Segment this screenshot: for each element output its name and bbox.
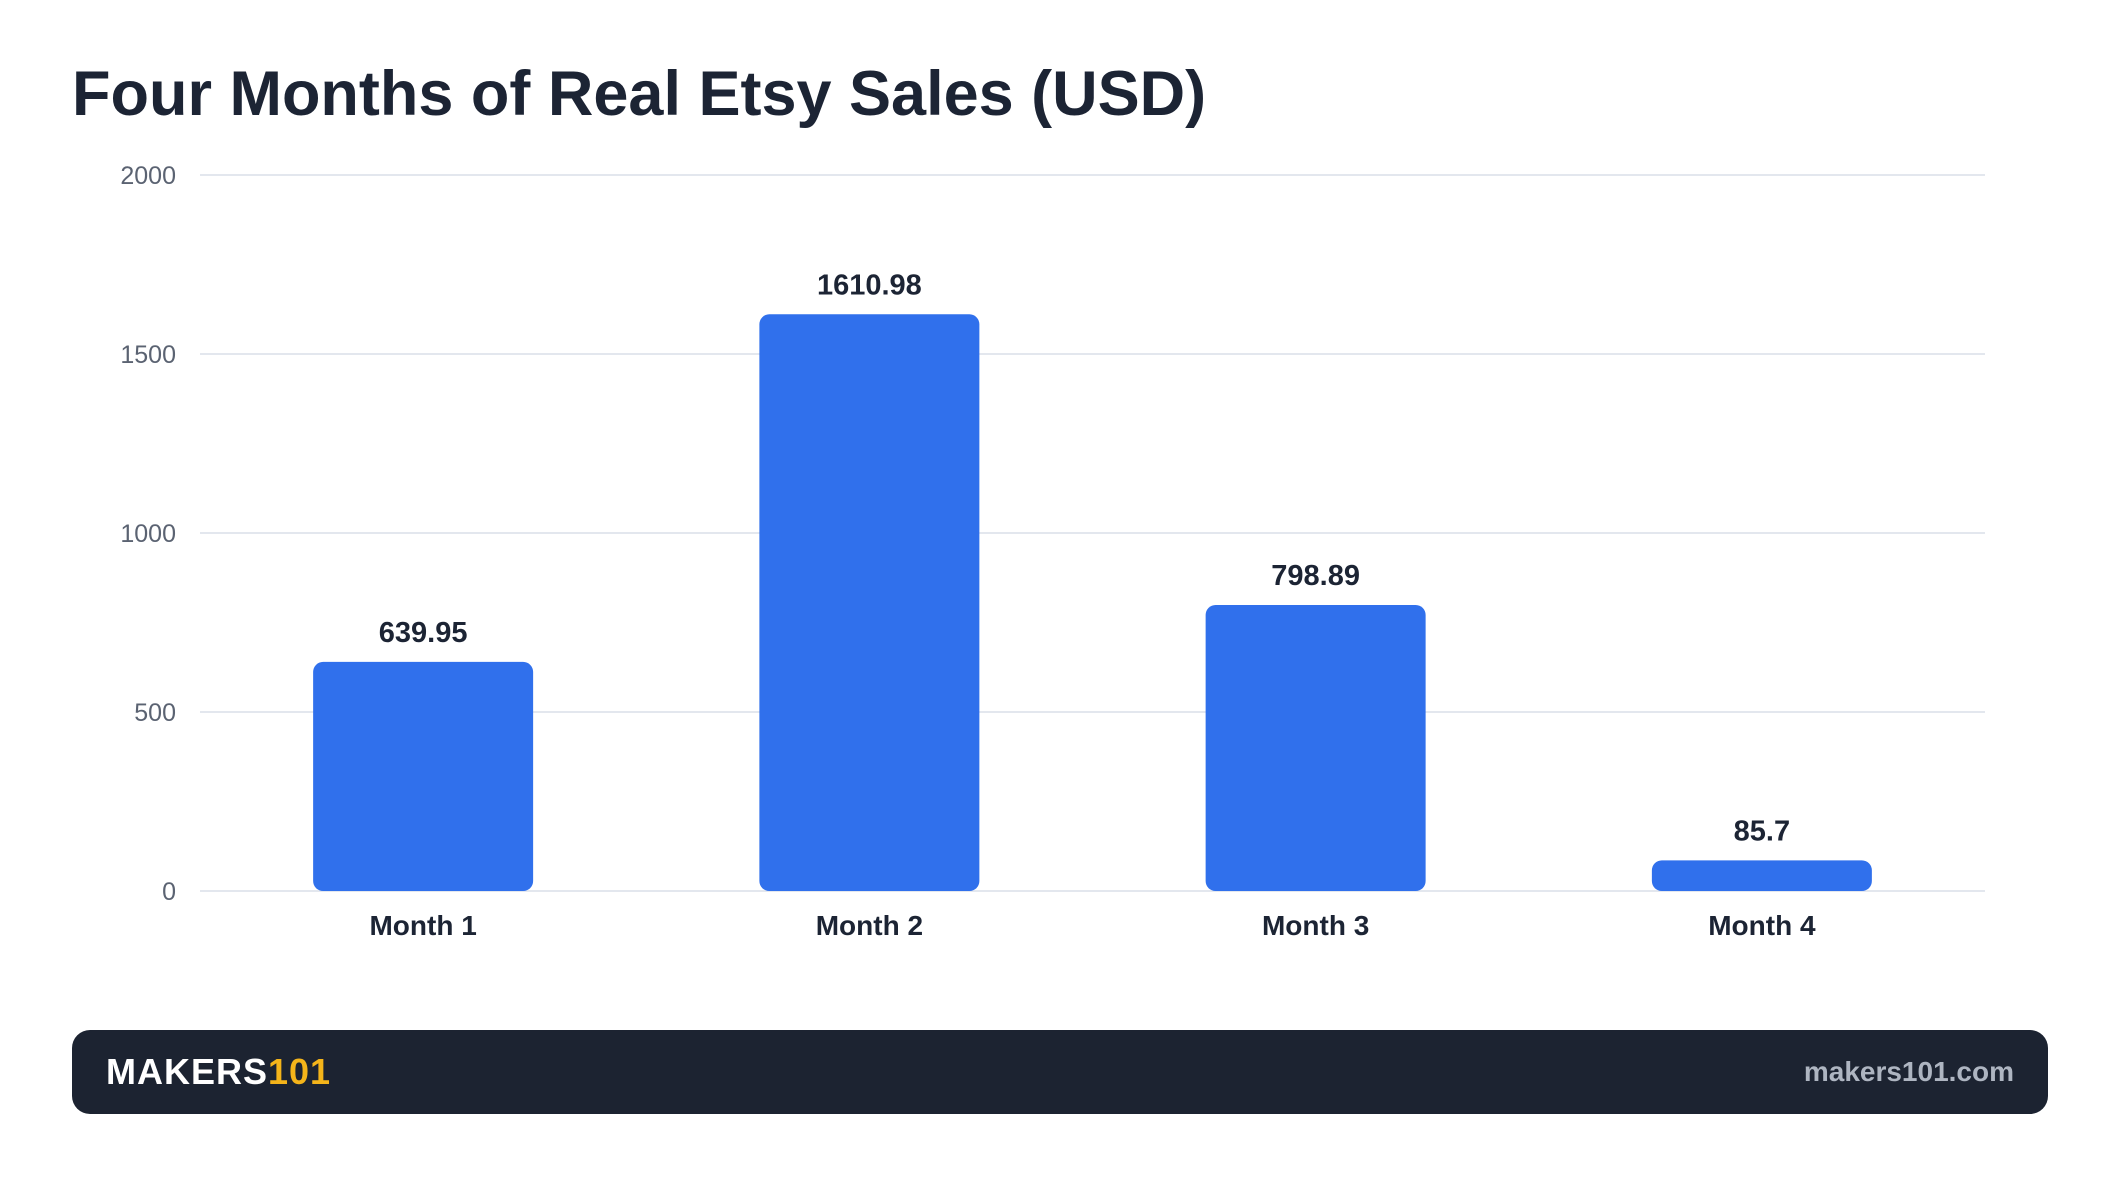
value-label: 1610.98 — [817, 269, 922, 301]
y-axis-ticks: 0 500 1000 1500 2000 — [120, 162, 176, 906]
brand-name: MAKERS — [106, 1051, 269, 1092]
x-tick-label: Month 3 — [1262, 910, 1369, 941]
value-labels: 639.95 1610.98 798.89 85.7 — [379, 269, 1790, 847]
bar-2 — [759, 314, 980, 891]
bar-3 — [1205, 604, 1426, 891]
value-label: 798.89 — [1271, 560, 1360, 592]
website-link[interactable]: makers101.com — [1803, 1056, 2014, 1087]
bar-4 — [1651, 860, 1872, 891]
value-label: 639.95 — [379, 617, 468, 649]
x-tick-label: Month 4 — [1708, 910, 1816, 941]
value-label: 85.7 — [1734, 815, 1790, 847]
y-tick-label: 2000 — [120, 162, 176, 190]
bar-1 — [313, 661, 534, 891]
footer-banner: MAKERS101 makers101.com — [72, 1030, 2048, 1114]
y-tick-label: 1500 — [120, 341, 176, 369]
x-tick-label: Month 2 — [816, 910, 923, 941]
bar-chart: 0 500 1000 1500 2000 639.95 1610.98 798.89 85.7… — [120, 162, 1985, 941]
y-tick-label: 500 — [134, 699, 176, 727]
x-tick-label: Month 1 — [369, 910, 476, 941]
chart-title: Four Months of Real Etsy Sales (USD) — [72, 59, 1207, 129]
y-tick-label: 1000 — [120, 520, 176, 548]
bars — [313, 314, 1872, 891]
y-tick-label: 0 — [162, 878, 176, 906]
x-axis-ticks: Month 1 Month 2 Month 3 Month 4 — [369, 910, 1815, 941]
brand-number: 101 — [268, 1051, 332, 1092]
brand-logo: MAKERS101 — [106, 1030, 331, 1114]
